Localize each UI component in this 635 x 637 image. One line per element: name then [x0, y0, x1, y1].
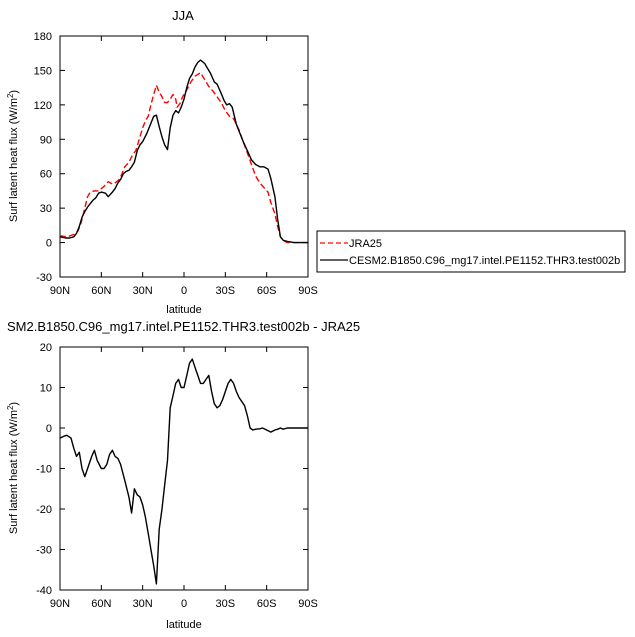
series-line-1: [59, 59, 308, 244]
y-tick-label: -30: [36, 545, 52, 557]
x-tick-label: 30S: [216, 598, 236, 610]
y-tick-label: 150: [34, 65, 52, 77]
plot-frame: [59, 35, 309, 278]
y-tick-label: 60: [40, 169, 52, 181]
legend-label-jra25: JRA25: [349, 238, 382, 250]
series-group: [59, 358, 308, 585]
y-tick-label: 120: [34, 100, 52, 112]
y-tick-label: 30: [40, 203, 52, 215]
series-group: [59, 59, 308, 244]
y-tick-label: 0: [46, 423, 52, 435]
y-tick-label: -10: [36, 464, 52, 476]
x-tick-label: 0: [181, 285, 187, 297]
x-tick-label: 0: [181, 598, 187, 610]
legend-box: [316, 230, 626, 273]
x-tick-label: 60N: [91, 598, 111, 610]
y-axis-label: Surf latent heat flux (W/m2): [6, 402, 20, 534]
legend-label-cesm2: CESM2.B1850.C96_mg17.intel.PE1152.THR3.t…: [349, 255, 620, 267]
plot-frame: [59, 346, 309, 591]
y-tick-label: 0: [46, 238, 52, 250]
y-axis: -30 0 30 60 90 120 150 180: [34, 31, 308, 284]
legend: JRA25 CESM2.B1850.C96_mg17.intel.PE1152.…: [316, 230, 626, 273]
y-tick-label: 10: [40, 383, 52, 395]
y-tick-label: -40: [36, 585, 52, 597]
y-tick-label: 90: [40, 134, 52, 146]
x-tick-label: 90S: [298, 598, 318, 610]
x-tick-label: 60S: [257, 285, 277, 297]
y-tick-label: -30: [36, 272, 52, 284]
y-tick-label: -20: [36, 504, 52, 516]
x-tick-label: 60S: [257, 598, 277, 610]
x-tick-label: 90N: [50, 598, 70, 610]
y-axis: -40 -30 -20 -10 0 10 20: [36, 342, 308, 597]
series-line-0: [59, 71, 308, 244]
x-tick-label: 60N: [91, 285, 111, 297]
chart-difference: SM2.B1850.C96_mg17.intel.PE1152.THR3.tes…: [6, 319, 360, 631]
x-tick-label: 90N: [50, 285, 70, 297]
y-axis-label: Surf latent heat flux (W/m2): [6, 90, 20, 222]
x-tick-label: 90S: [298, 285, 318, 297]
x-tick-label: 30N: [133, 285, 153, 297]
x-axis-label: latitude: [166, 304, 201, 316]
chart-title: JJA: [172, 8, 194, 23]
x-tick-label: 30N: [133, 598, 153, 610]
chart-title: SM2.B1850.C96_mg17.intel.PE1152.THR3.tes…: [7, 319, 360, 334]
x-axis-label: latitude: [166, 619, 201, 631]
x-axis: 90N 60N 30N 0 30S 60S 90S: [50, 347, 318, 610]
chart-jja: JJA -30 0 30 60 90 120 150 180 90N 60N 30N 0 30S 60S…: [6, 8, 318, 316]
x-tick-label: 30S: [216, 285, 236, 297]
y-tick-label: 20: [40, 342, 52, 354]
y-tick-label: 180: [34, 31, 52, 43]
series-line-0: [59, 358, 308, 585]
x-axis: 90N 60N 30N 0 30S 60S 90S: [50, 36, 318, 297]
